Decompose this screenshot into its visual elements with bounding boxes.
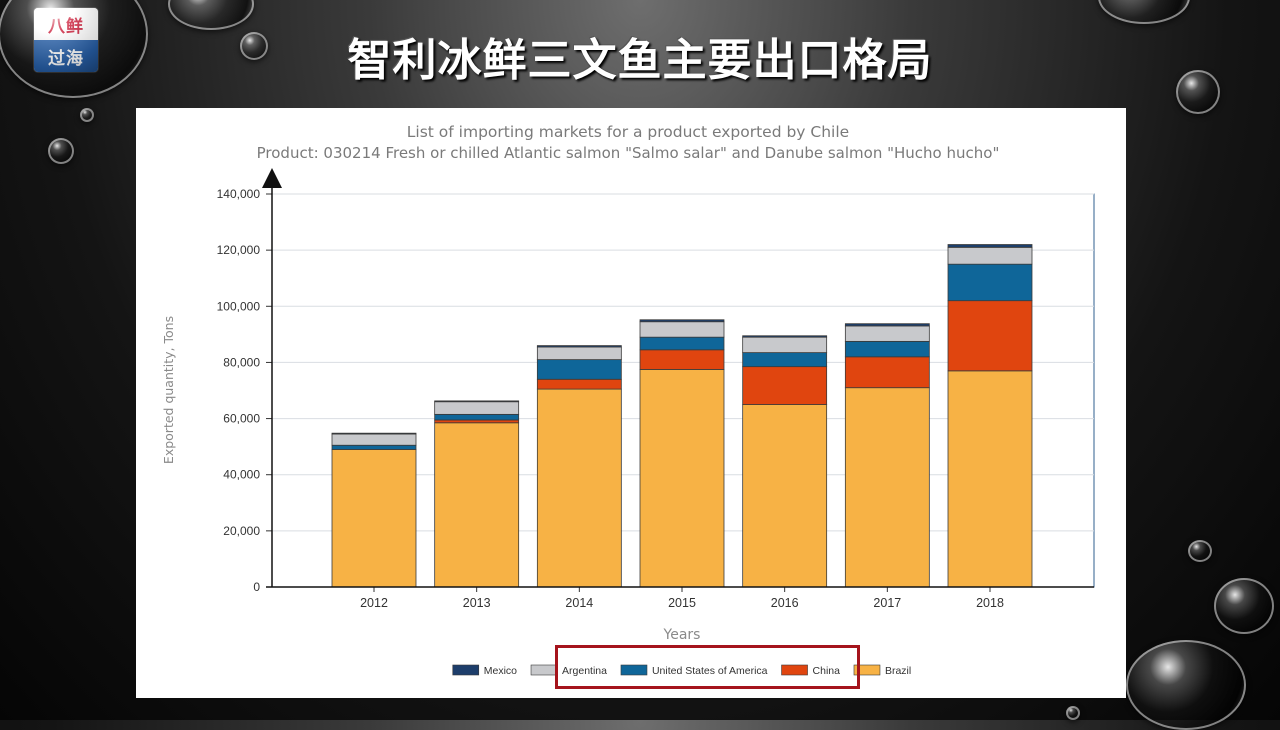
bar-segment-united-states-of-america [536, 359, 622, 380]
x-tick-label: 2018 [976, 596, 1004, 610]
chart-subtitle: Product: 030214 Fresh or chilled Atlanti… [257, 144, 1000, 162]
bar-segment-china [639, 349, 725, 370]
legend-label-argentina: Argentina [562, 665, 607, 677]
y-tick-label: 140,000 [217, 187, 261, 201]
water-droplet-decoration [1098, 0, 1190, 24]
y-tick-label: 120,000 [217, 243, 261, 257]
bar-segment-argentina [434, 401, 520, 415]
bar-segment-china [742, 366, 828, 405]
bar-segment-brazil [844, 387, 930, 588]
legend-swatch-mexico [452, 664, 480, 676]
bar-segment-china [434, 419, 520, 424]
legend-label-mexico: Mexico [484, 665, 517, 677]
water-droplet-decoration [240, 32, 268, 60]
legend-swatch-brazil [853, 664, 881, 676]
bar-segment-brazil [947, 370, 1033, 588]
y-tick-label: 100,000 [217, 299, 261, 313]
x-tick-label: 2012 [360, 596, 388, 610]
bar-segment-mexico [331, 432, 417, 435]
y-tick-label: 20,000 [223, 524, 260, 538]
bar-segment-brazil [536, 388, 622, 588]
bar-segment-brazil [434, 422, 520, 588]
x-tick-label: 2014 [565, 596, 593, 610]
water-droplet-decoration [48, 138, 74, 164]
legend-swatch-argentina [530, 664, 558, 676]
legend-label-united-states-of-america: United States of America [652, 665, 768, 677]
chart-panel: List of importing markets for a product … [136, 108, 1126, 698]
bar-segment-argentina [331, 433, 417, 446]
bar-segment-brazil [742, 404, 828, 588]
bar-segment-argentina [844, 325, 930, 342]
water-droplet-decoration [1126, 640, 1246, 730]
y-tick-label: 0 [253, 580, 260, 594]
bar-segment-china [536, 378, 622, 390]
y-tick-label: 40,000 [223, 468, 260, 482]
bar-segment-united-states-of-america [742, 352, 828, 368]
x-tick-label: 2017 [873, 596, 901, 610]
bar-segment-argentina [639, 321, 725, 338]
x-tick-label: 2016 [771, 596, 799, 610]
stacked-bar-chart: List of importing markets for a product … [161, 123, 1095, 677]
legend-label-brazil: Brazil [885, 665, 911, 677]
bar-segment-argentina [947, 246, 1033, 265]
bar-segment-united-states-of-america [639, 336, 725, 351]
x-axis-label: Years [663, 627, 701, 643]
bar-segment-united-states-of-america [434, 413, 520, 421]
bar-segment-argentina [536, 346, 622, 361]
legend-label-china: China [813, 665, 841, 677]
water-droplet-decoration [80, 108, 94, 122]
bar-segment-united-states-of-america [331, 444, 417, 450]
bar-segment-china [947, 300, 1033, 372]
bar-segment-argentina [742, 336, 828, 354]
y-tick-label: 60,000 [223, 412, 260, 426]
bar-segment-china [844, 356, 930, 389]
bar-segment-brazil [639, 369, 725, 588]
bar-segment-brazil [331, 449, 417, 588]
chart-title: List of importing markets for a product … [407, 123, 849, 141]
water-droplet-decoration [1188, 540, 1212, 562]
bar-segment-united-states-of-america [844, 340, 930, 358]
y-axis-label: Exported quantity, Tons [161, 316, 176, 464]
y-axis-arrow-icon [262, 168, 282, 188]
bar-segment-united-states-of-america [947, 263, 1033, 302]
legend-highlight-frame [555, 645, 860, 689]
water-droplet-decoration [1176, 70, 1220, 114]
x-tick-label: 2015 [668, 596, 696, 610]
bar-segment-mexico [742, 335, 828, 338]
x-tick-label: 2013 [463, 596, 491, 610]
bar-segment-mexico [947, 244, 1033, 248]
water-droplet-decoration [1214, 578, 1274, 634]
legend-swatch-united-states-of-america [620, 664, 648, 676]
bar-segment-mexico [639, 319, 725, 323]
water-droplet-decoration [1066, 706, 1080, 720]
legend-swatch-china [781, 664, 808, 676]
bar-segment-mexico [844, 323, 930, 327]
bar-segment-mexico [434, 400, 520, 403]
page-title: 智利冰鲜三文鱼主要出口格局 [347, 35, 933, 86]
y-tick-label: 80,000 [223, 355, 260, 369]
bar-segment-mexico [536, 345, 622, 348]
